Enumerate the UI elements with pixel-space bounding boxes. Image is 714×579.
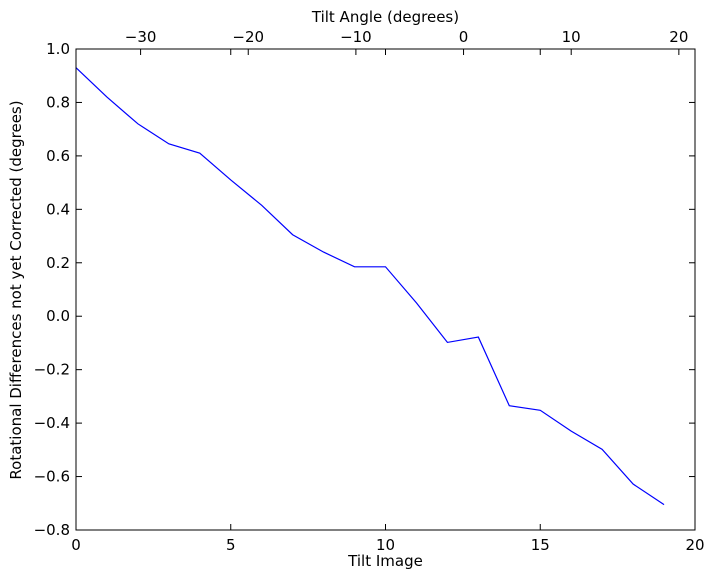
y-tick-label: −0.2 xyxy=(34,361,70,379)
x-tick-label: 10 xyxy=(376,536,395,554)
top-axis-title: Tilt Angle (degrees) xyxy=(311,8,459,26)
y-tick-label: 0.2 xyxy=(46,254,70,272)
y-tick-label: −0.8 xyxy=(34,521,70,539)
y-tick-label: −0.6 xyxy=(34,468,70,486)
plot-frame xyxy=(75,48,696,531)
top-axis-tick-label: 0 xyxy=(459,28,469,46)
x-tick-label: 15 xyxy=(531,536,550,554)
y-tick-label: 0.6 xyxy=(46,147,70,165)
top-axis-tick-label: −20 xyxy=(232,28,264,46)
top-axis-tick-label: 20 xyxy=(669,28,688,46)
y-tick-label: 0.8 xyxy=(46,93,70,111)
x-axis-title: Tilt Image xyxy=(347,552,423,570)
y-axis-title: Rotational Differences not yet Corrected… xyxy=(7,100,25,479)
top-axis-tick-label: −30 xyxy=(125,28,157,46)
x-tick-label: 0 xyxy=(71,536,81,554)
y-tick-label: 0.0 xyxy=(46,307,70,325)
top-axis-tick-label: −10 xyxy=(340,28,372,46)
x-tick-label: 20 xyxy=(685,536,704,554)
y-tick-label: 0.4 xyxy=(46,200,70,218)
x-tick-label: 5 xyxy=(226,536,236,554)
top-axis-tick-label: 10 xyxy=(562,28,581,46)
series-line xyxy=(75,67,665,506)
y-tick-label: 1.0 xyxy=(46,40,70,58)
y-tick-label: −0.4 xyxy=(34,414,70,432)
